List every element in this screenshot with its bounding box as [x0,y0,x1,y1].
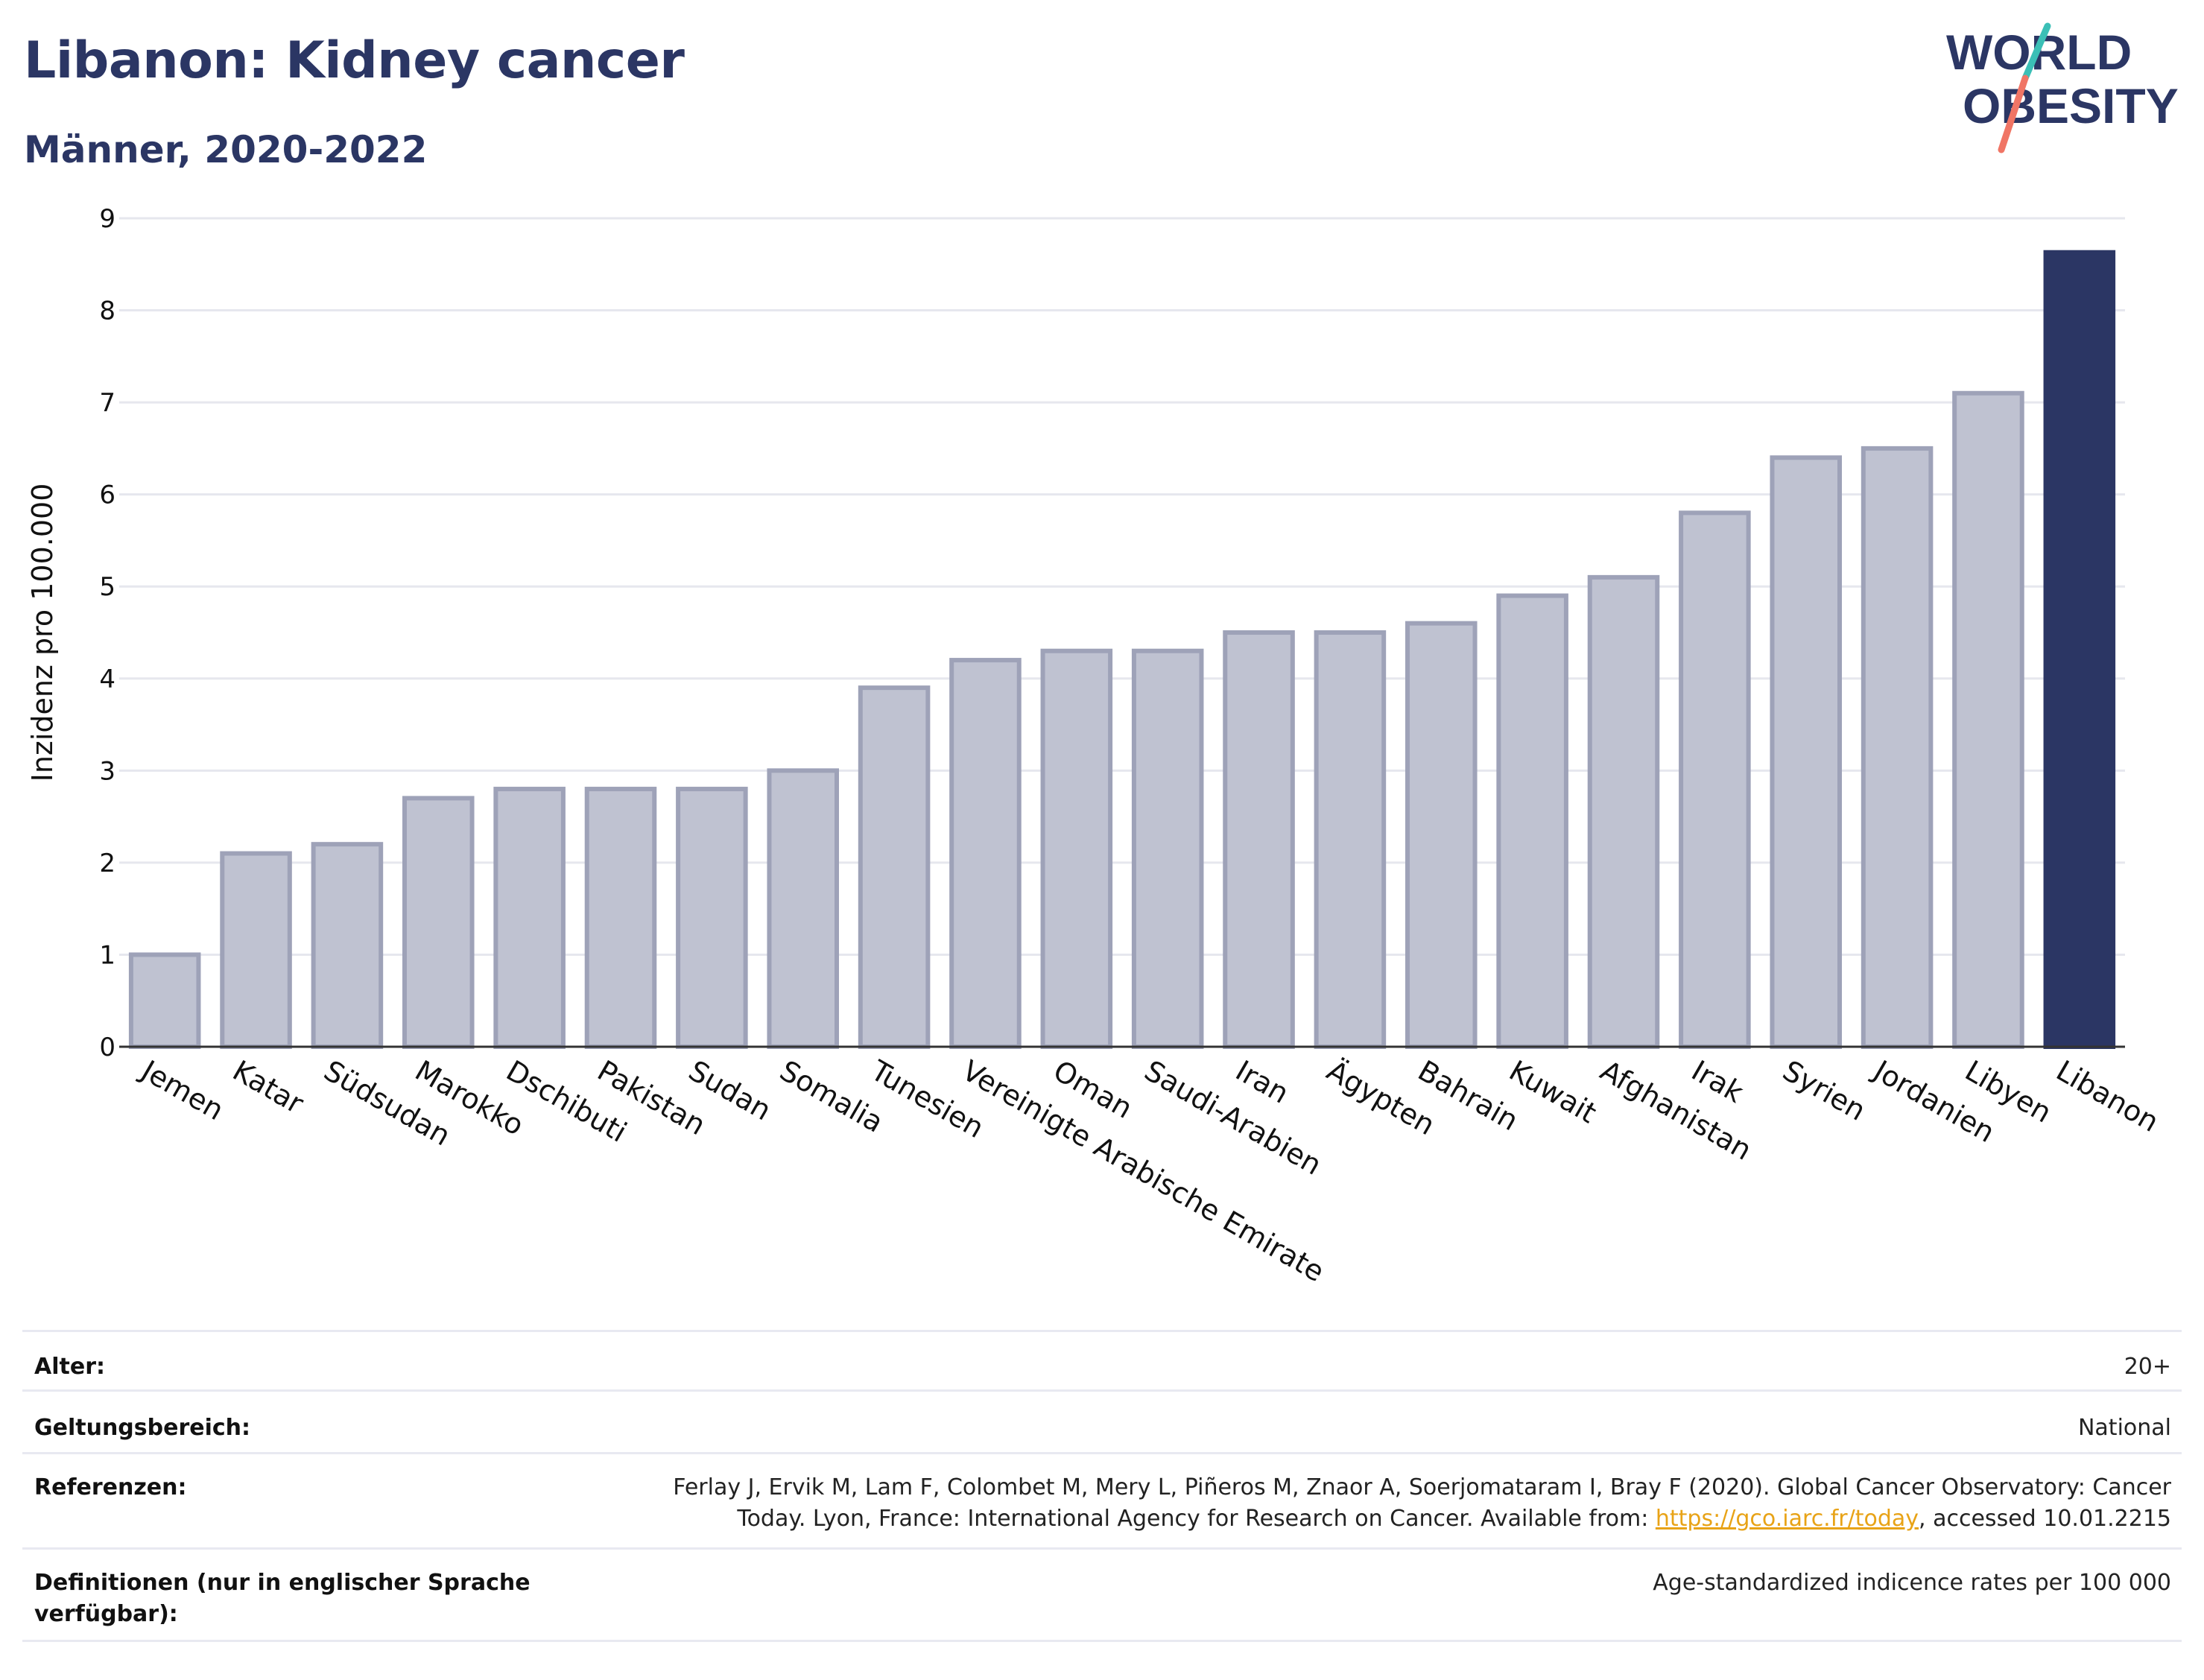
references-line-1: Ferlay J, Ervik M, Lam F, Colombet M, Me… [673,1474,2171,1500]
bar-vereinigte-arabische-emirate [949,658,1022,1049]
bar-iran [1223,630,1295,1049]
x-tick-label: Kuwait [1504,1054,1602,1130]
y-tick-label: 9 [99,204,115,234]
meta-row-age: Alter: 20+ [22,1330,2182,1389]
logo-text-obesity: OBESITY [1963,78,2179,133]
bar-jemen [128,952,201,1050]
scope-value: National [2077,1415,2171,1441]
x-tick-label: Irak [1686,1054,1749,1109]
bars [128,250,2116,1050]
references-link[interactable]: https://gco.iarc.fr/today [1655,1506,1919,1532]
y-tick-label: 0 [99,1033,115,1062]
bar-oman [1040,648,1113,1049]
bar-afghanistan [1587,574,1660,1049]
y-axis-label: Inzidenz pro 100.000 [26,484,59,782]
chart-title: Libanon: Kidney cancer [24,31,685,90]
x-tick-label: Syrien [1777,1054,1871,1127]
x-tick-label: Libanon [2051,1054,2164,1138]
bar-pakistan [584,787,657,1049]
logo-slash-teal [2021,22,2051,82]
age-value: 20+ [2124,1354,2171,1380]
y-tick-label: 3 [99,756,115,786]
references-value: Ferlay J, Ervik M, Lam F, Colombet M, Me… [673,1472,2182,1535]
references-line-2-start: Today. Lyon, France: International Agenc… [737,1506,1656,1532]
bar-kuwait [1496,593,1568,1049]
definitions-label: Definitionen (nur in englischer Sprache v… [22,1568,531,1630]
y-tick-label: 4 [99,665,115,694]
bar-jordanien [1861,446,1934,1049]
bar-marokko [402,796,475,1050]
definitions-label-line-2: verfügbar): [34,1601,178,1627]
bar-libanon [2043,250,2116,1049]
scope-label: Geltungsbereich: [34,1415,251,1441]
y-tick-label: 6 [99,481,115,510]
x-tick-label: Saudi-Arabien [1139,1054,1327,1182]
world-obesity-logo: WORLD OBESITY [1946,22,2179,153]
logo-slash-coral [1998,75,2029,153]
x-tick-label: Katar [227,1054,309,1120]
y-tick-label: 5 [99,572,115,602]
bar-dschibuti [493,787,566,1049]
bar-bahrain [1405,621,1478,1049]
bar-syrien [1770,455,1843,1049]
y-tick-label: 8 [99,297,115,326]
meta-row-references: Referenzen: Ferlay J, Ervik M, Lam F, Co… [22,1452,2182,1547]
bar-irak [1679,510,1751,1049]
y-tick-label: 1 [99,940,115,970]
references-label: Referenzen: [34,1474,187,1500]
age-label: Alter: [34,1354,105,1380]
references-line-2-end: , accessed 10.01.2215 [1919,1506,2171,1532]
meta-row-scope: Geltungsbereich: National [22,1389,2182,1452]
bar-saudi-arabien [1131,648,1204,1049]
bar-ägypten [1314,630,1387,1049]
bar-libyen [1952,390,2024,1049]
y-axis-ticks: 0 1 2 3 4 5 6 7 8 9 [99,204,115,1062]
bar-sudan [676,787,748,1049]
definitions-label-line-1: Definitionen (nur in englischer Sprache [34,1570,531,1596]
bar-tunesien [858,685,931,1050]
y-tick-label: 2 [99,849,115,878]
meta-row-definitions: Definitionen (nur in englischer Sprache v… [22,1547,2182,1640]
x-tick-label: Somalia [774,1054,889,1139]
y-tick-label: 7 [99,388,115,418]
bar-somalia [767,768,840,1050]
metadata-bottom-border [22,1640,2182,1642]
bar-südsudan [311,842,384,1049]
x-tick-label: Jemen [135,1053,229,1127]
chart-subtitle: Männer, 2020-2022 [24,128,428,171]
metadata-table: Alter: 20+ Geltungsbereich: National Ref… [22,1330,2182,1642]
x-tick-label: Iran [1230,1054,1294,1110]
bar-katar [220,851,292,1049]
definitions-value: Age-standardized indicence rates per 100… [1653,1570,2171,1596]
